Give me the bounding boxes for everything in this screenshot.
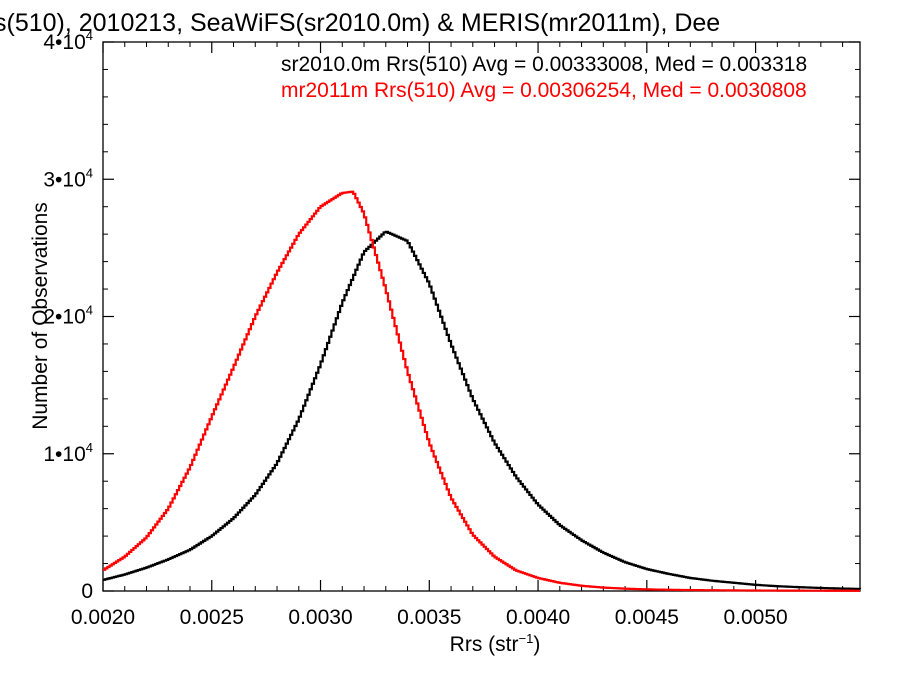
x-tick-label: 0.0050 <box>723 606 787 629</box>
plot-frame <box>102 41 861 592</box>
y-tick-label: 2•104 <box>43 303 93 329</box>
series-layer <box>103 190 862 592</box>
x-axis-label-main: Rrs (str <box>450 633 519 656</box>
x-axis-label-end: ) <box>533 633 540 656</box>
x-tick-label: 0.0030 <box>288 606 352 629</box>
x-tick-label: 0.0045 <box>615 606 679 629</box>
series-black-histogram <box>103 230 862 591</box>
x-tick-label: 0.0040 <box>506 606 570 629</box>
x-axis-label-superscript: −1 <box>519 631 534 646</box>
x-axis-label: Rrs (str−1) <box>450 631 541 656</box>
x-tick-label: 0.0035 <box>397 606 461 629</box>
legend-entry-black: sr2010.0m Rrs(510) Avg = 0.00333008, Med… <box>281 53 807 76</box>
axis-ticks: 0.0020 0.0025 0.0030 0.0035 0.0040 0.0045 0.00… <box>43 28 860 629</box>
y-tick-label: 0 <box>81 580 93 603</box>
y-tick-label: 4•104 <box>43 28 93 54</box>
y-axis-label: Number of Observations <box>29 202 52 430</box>
chart-title: s(510), 2010213, SeaWiFS(sr2010.0m) & ME… <box>0 9 720 37</box>
y-tick-label: 1•104 <box>43 440 93 466</box>
x-tick-label: 0.0025 <box>180 606 244 629</box>
legend-entry-red: mr2011m Rrs(510) Avg = 0.00306254, Med =… <box>281 79 807 102</box>
y-tick-label: 3•104 <box>43 165 93 191</box>
series-red-histogram <box>103 190 860 592</box>
x-tick-label: 0.0020 <box>71 606 135 629</box>
